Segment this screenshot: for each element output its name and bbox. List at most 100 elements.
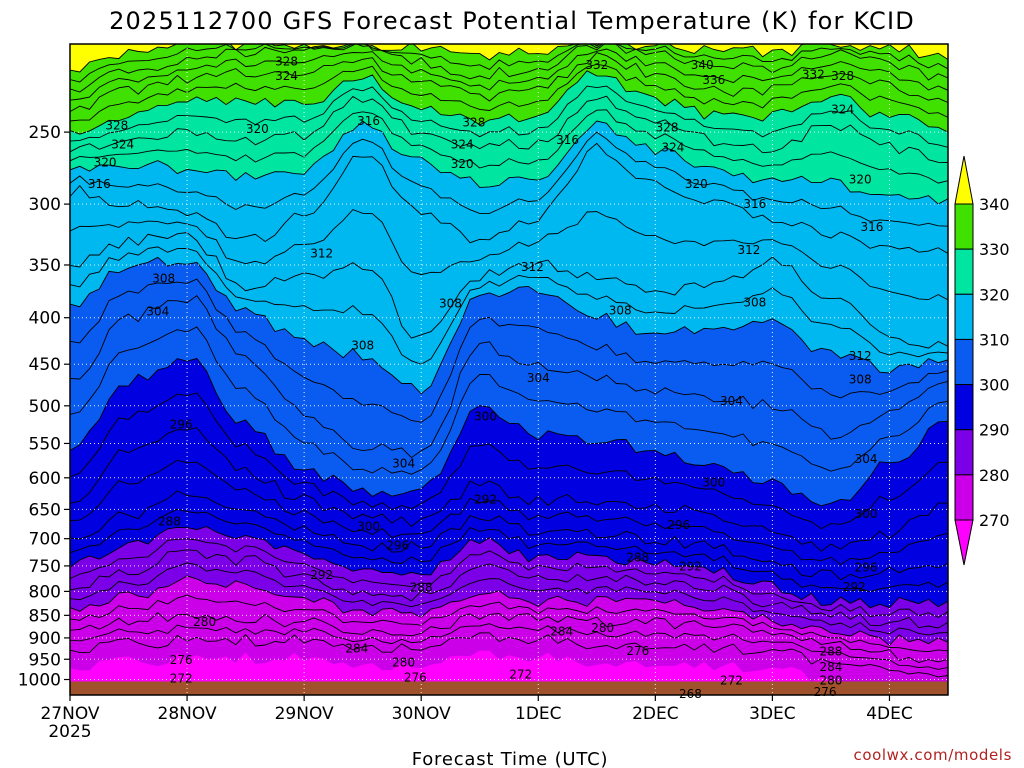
credit-text: coolwx.com/models — [854, 746, 1013, 764]
contour-label: 296 — [667, 518, 690, 532]
isentrope-304 — [70, 295, 948, 459]
contour-label: 340 — [691, 58, 714, 72]
y-tick-label: 800 — [29, 582, 61, 602]
contour-label: 324 — [661, 141, 684, 155]
isentrope-330 — [70, 63, 948, 122]
contour-label: 308 — [743, 296, 766, 310]
contour-label: 304 — [146, 305, 169, 319]
contour-label: 328 — [105, 119, 128, 133]
contour-label: 292 — [474, 493, 497, 507]
contour-label: 296 — [386, 538, 409, 552]
contour-label: 296 — [855, 560, 878, 574]
x-tick-label: 27NOV — [40, 704, 99, 724]
contour-label: 284 — [345, 642, 368, 656]
colorbar-segment — [954, 429, 974, 476]
isentrope-298 — [70, 392, 948, 530]
isentrope-324 — [70, 95, 948, 163]
contour-label: 320 — [246, 122, 269, 136]
y-tick-label: 250 — [29, 123, 61, 143]
isentrope-312 — [70, 232, 948, 349]
x-tick-label: 2DEC — [632, 704, 679, 724]
contour-label: 312 — [738, 243, 761, 257]
isentrope-286 — [70, 538, 948, 618]
x-tick-label: 4DEC — [866, 704, 913, 724]
contour-label: 308 — [351, 338, 374, 352]
colorbar-label: 330 — [979, 240, 1010, 259]
contour-label: 288 — [819, 645, 842, 659]
contour-label: 320 — [685, 177, 708, 191]
isentrope-318 — [70, 131, 948, 227]
colorbar-segment — [954, 474, 974, 521]
colorbar-label: 340 — [979, 195, 1010, 214]
x-tick-label: 1DEC — [515, 704, 562, 724]
contour-label: 332 — [585, 58, 608, 72]
contour-field — [70, 44, 948, 695]
contour-label: 304 — [527, 371, 550, 385]
contour-label: 272 — [170, 672, 193, 686]
plot-frame — [69, 43, 949, 696]
x-year-label: 2025 — [48, 722, 91, 742]
isentrope-310 — [70, 246, 948, 365]
isentrope-300 — [70, 357, 948, 507]
contour-label: 324 — [831, 102, 854, 116]
y-tick-label: 500 — [29, 397, 61, 417]
isentrope-336 — [70, 44, 948, 93]
contour-label: 316 — [357, 114, 380, 128]
y-tick-label: 600 — [29, 469, 61, 489]
contour-label: 308 — [439, 297, 462, 311]
isentrope-332 — [70, 52, 948, 112]
isentrope-282 — [70, 562, 948, 636]
contour-label: 328 — [275, 54, 298, 68]
plot-area — [70, 44, 948, 695]
contour-label: 308 — [609, 304, 632, 318]
colorbar-segment — [954, 203, 974, 250]
contour-label: 288 — [410, 580, 433, 594]
contour-label: 328 — [831, 69, 854, 83]
contour-label: 292 — [843, 580, 866, 594]
y-tick-label: 1000 — [18, 671, 61, 691]
contour-label: 304 — [720, 394, 743, 408]
y-tick-label: 850 — [29, 606, 61, 626]
y-tick-label: 550 — [29, 434, 61, 454]
isentrope-290 — [70, 508, 948, 593]
x-axis-label: Forecast Time (UTC) — [412, 749, 609, 768]
isentrope-326 — [70, 85, 948, 148]
contour-label: 288 — [626, 550, 649, 564]
contour-label: 336 — [702, 73, 725, 87]
axes: 27NOV 28NOV 29NOV 30NOV 1DEC 2DEC 3DEC 4DEC 2025… — [18, 43, 949, 742]
colorbar-label: 280 — [979, 466, 1010, 485]
isentrope-314 — [70, 209, 948, 301]
colorbar-bottom-arrow — [954, 519, 974, 566]
contour-label: 284 — [819, 660, 842, 674]
contour-label: 328 — [656, 120, 679, 134]
isentrope-302 — [70, 326, 948, 475]
contour-label: 320 — [94, 156, 117, 170]
contour-label: 316 — [556, 133, 579, 147]
colorbar-segment — [954, 248, 974, 295]
colorbar-segment — [954, 293, 974, 340]
contour-label: 304 — [392, 457, 415, 471]
isentrope-322 — [70, 109, 948, 184]
contour-label: 276 — [814, 685, 837, 699]
contour-label: 312 — [521, 260, 544, 274]
contour-label: 276 — [404, 671, 427, 685]
contour-label: 280 — [591, 621, 614, 635]
isentrope-296 — [70, 427, 948, 552]
contour-label: 296 — [170, 417, 193, 431]
contour-label: 320 — [451, 157, 474, 171]
colorbar-segment — [954, 338, 974, 386]
colorbar-label: 320 — [979, 285, 1010, 304]
contour-label: 276 — [626, 644, 649, 658]
contour-label: 300 — [702, 475, 725, 489]
contour-label: 268 — [679, 687, 702, 701]
isentrope-320 — [70, 120, 948, 205]
x-tick-label: 3DEC — [749, 704, 796, 724]
isentrope-292 — [70, 490, 948, 581]
isentrope-274 — [70, 623, 948, 670]
contour-label: 308 — [849, 373, 872, 387]
contour-label: 292 — [310, 568, 333, 582]
contour-label: 304 — [855, 452, 878, 466]
y-tick-label: 350 — [29, 256, 61, 276]
contour-label: 300 — [357, 520, 380, 534]
contour-label: 276 — [170, 653, 193, 667]
